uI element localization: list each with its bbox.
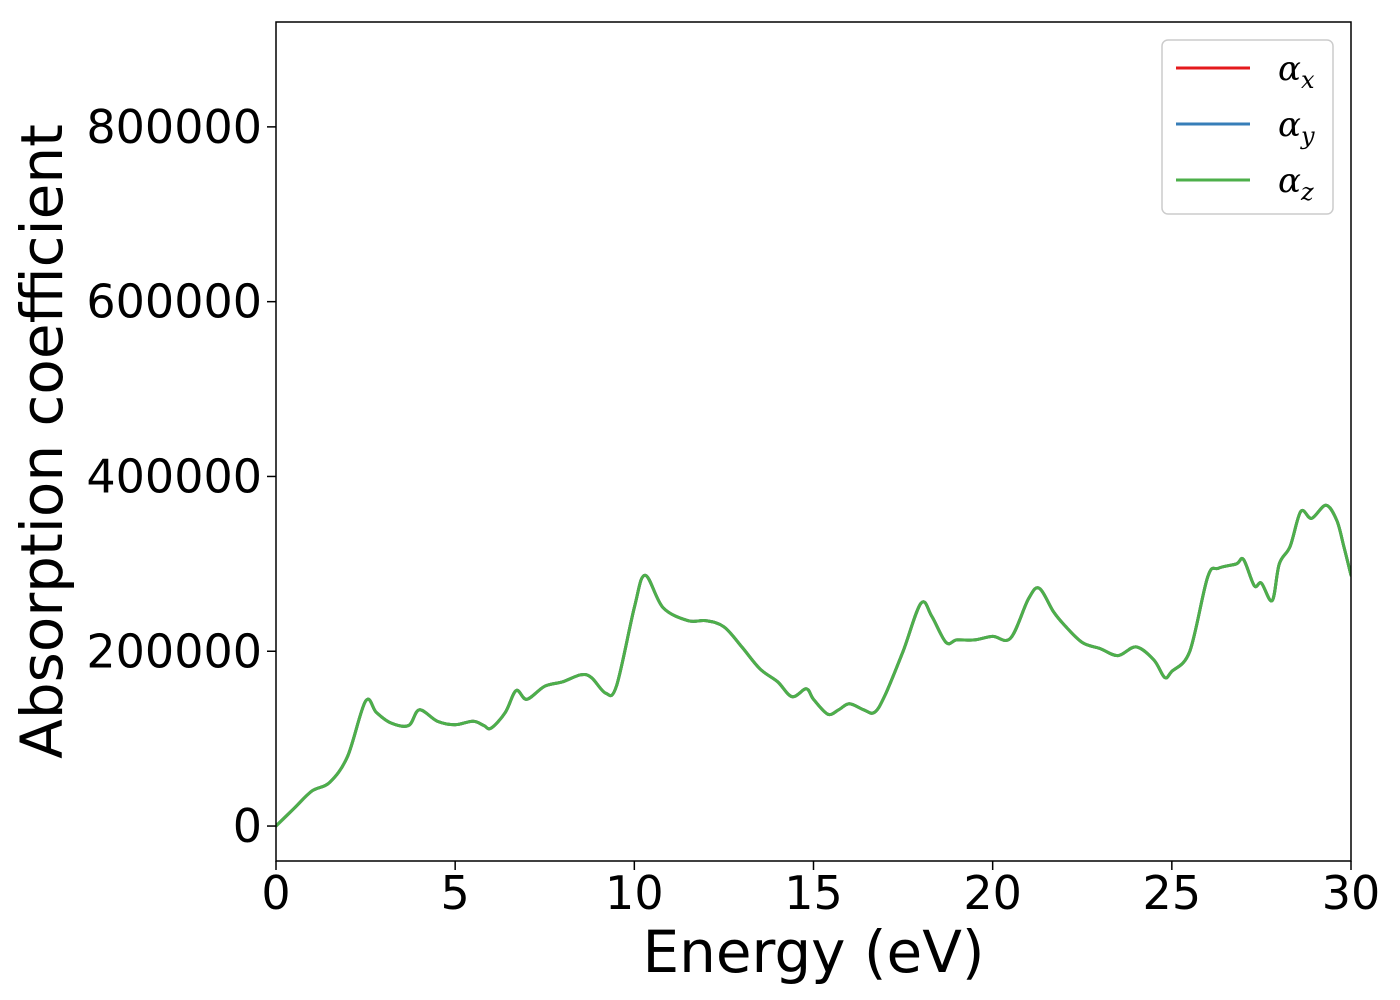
x-tick-label: 5 bbox=[441, 866, 470, 920]
x-tick-label: 20 bbox=[963, 866, 1022, 920]
y-tick-label: 400000 bbox=[86, 449, 262, 503]
x-tick-label: 30 bbox=[1322, 866, 1381, 920]
legend-box bbox=[1161, 39, 1334, 215]
y-tick-label: 200000 bbox=[86, 624, 262, 678]
series-layer bbox=[276, 503, 1351, 828]
legend-label-x: αx bbox=[1278, 49, 1315, 94]
x-tick-label: 10 bbox=[605, 866, 664, 920]
x-axis: 0 5 10 15 20 25 30 bbox=[261, 861, 1380, 920]
x-axis-title: Energy (eV) bbox=[642, 918, 984, 986]
y-tick-label: 0 bbox=[233, 799, 262, 853]
legend-label-y: αy bbox=[1278, 105, 1315, 150]
y-axis-title: Absorption coefficient bbox=[8, 124, 76, 759]
series-line-y bbox=[276, 503, 1351, 828]
y-axis: 0 200000 400000 600000 800000 bbox=[86, 100, 276, 853]
legend-label-z: αz bbox=[1278, 161, 1314, 206]
x-tick-label: 0 bbox=[261, 866, 290, 920]
series-line-z bbox=[276, 503, 1351, 828]
x-tick-label: 25 bbox=[1143, 866, 1202, 920]
legend: αx αy αz bbox=[1161, 39, 1334, 215]
x-tick-label: 15 bbox=[784, 866, 843, 920]
y-tick-label: 800000 bbox=[86, 100, 262, 154]
series-line-x bbox=[276, 503, 1351, 828]
y-tick-label: 600000 bbox=[86, 275, 262, 329]
